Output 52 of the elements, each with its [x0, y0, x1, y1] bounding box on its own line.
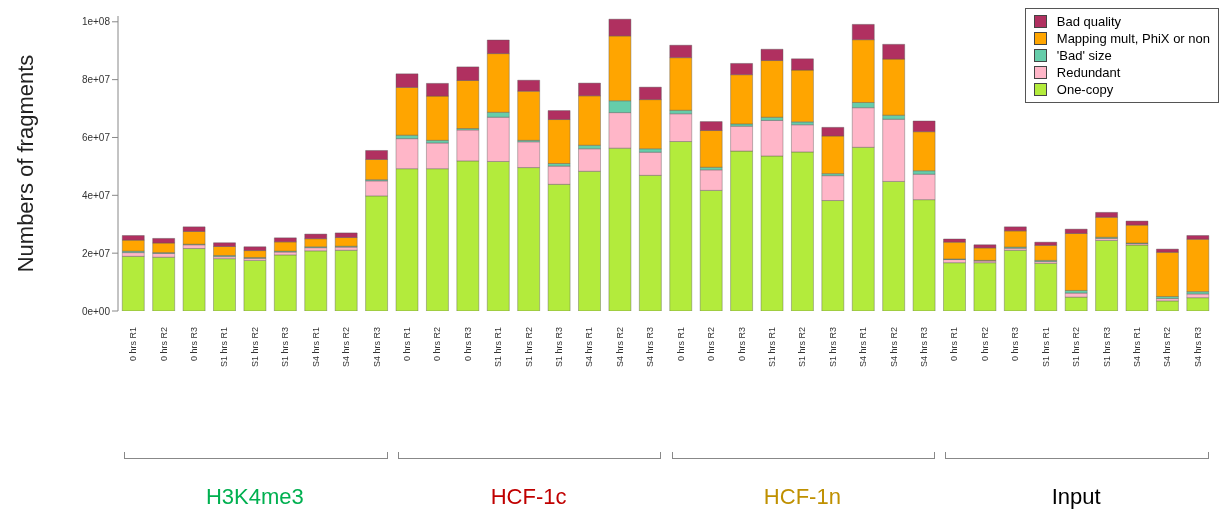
legend-label: 'Bad' size [1056, 47, 1112, 64]
x-tick-label: S1 hrs R3 [554, 327, 565, 368]
x-tick-label: S1 hrs R2 [797, 327, 808, 368]
x-tick-label: S4 hrs R3 [919, 327, 930, 368]
x-tick-label: S4 hrs R1 [310, 327, 321, 368]
x-tick-label: S1 hrs R1 [219, 327, 230, 368]
x-tick-label: 0 hrs R2 [432, 327, 443, 362]
x-tick-label: S4 hrs R3 [371, 327, 382, 368]
legend-label: One-copy [1056, 81, 1114, 98]
text: HCF-1n [762, 484, 842, 510]
text: Input [1050, 484, 1102, 510]
legend-label: Redundant [1056, 64, 1121, 81]
y-tick-label: 8e+07 [81, 74, 111, 86]
x-tick-label: 0 hrs R2 [979, 327, 990, 362]
x-tick-label: S1 hrs R3 [827, 327, 838, 368]
x-tick-label: S1 hrs R1 [493, 327, 504, 368]
text: HCF-1c [489, 484, 568, 510]
y-tick-label: 4e+07 [81, 189, 111, 201]
x-tick-label: S1 hrs R1 [1040, 327, 1051, 368]
x-tick-label: 0 hrs R2 [706, 327, 717, 362]
y-tick-label: 0e+00 [81, 305, 111, 317]
x-tick-label: 0 hrs R2 [158, 327, 169, 362]
x-tick-label: S4 hrs R1 [1131, 327, 1142, 368]
text: H3K4me3 [204, 484, 305, 510]
x-tick-label: S1 hrs R1 [766, 327, 777, 368]
x-tick-label: 0 hrs R3 [189, 327, 200, 362]
x-tick-label: 0 hrs R3 [462, 327, 473, 362]
x-tick-label: S4 hrs R2 [614, 327, 625, 368]
x-tick-label: 0 hrs R3 [1010, 327, 1021, 362]
x-tick-label: 0 hrs R1 [949, 327, 960, 362]
x-tick-label: 0 hrs R1 [128, 327, 139, 362]
legend-label: Mapping mult, PhiX or non [1056, 30, 1210, 47]
y-tick-label: 1e+08 [81, 16, 111, 28]
y-tick-label: 2e+07 [81, 247, 111, 259]
x-tick-label: S4 hrs R2 [341, 327, 352, 368]
x-tick-label: S4 hrs R3 [645, 327, 656, 368]
y-axis-title: Numbers of fragments [12, 54, 38, 273]
x-tick-label: S4 hrs R2 [888, 327, 899, 368]
x-tick-label: S1 hrs R2 [523, 327, 534, 368]
x-tick-label: S1 hrs R3 [280, 327, 291, 368]
legend-label: Bad quality [1056, 13, 1122, 30]
x-tick-label: 0 hrs R3 [736, 327, 747, 362]
x-tick-label: S4 hrs R2 [1162, 327, 1173, 368]
x-tick-label: S1 hrs R3 [1101, 327, 1112, 368]
x-tick-label: S4 hrs R1 [858, 327, 869, 368]
x-tick-label: S4 hrs R1 [584, 327, 595, 368]
x-tick-label: 0 hrs R1 [675, 327, 686, 362]
x-tick-label: S1 hrs R2 [1071, 327, 1082, 368]
x-tick-label: S1 hrs R2 [249, 327, 260, 368]
y-tick-label: 6e+07 [81, 132, 111, 144]
x-tick-label: S4 hrs R3 [1192, 327, 1203, 368]
x-tick-label: 0 hrs R1 [401, 327, 412, 362]
